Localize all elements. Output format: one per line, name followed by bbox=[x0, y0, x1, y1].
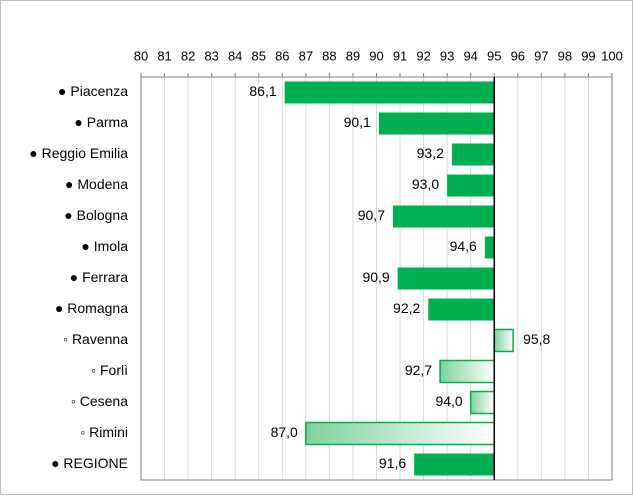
x-tick-label: 82 bbox=[181, 48, 195, 63]
x-tick-label: 94 bbox=[463, 48, 477, 63]
y-tick-label: ● Bologna bbox=[64, 207, 128, 223]
y-tick-label: ◦ Forlì bbox=[91, 362, 128, 378]
data-label: 90,1 bbox=[344, 114, 371, 130]
y-tick-label: ● Reggio Emilia bbox=[29, 145, 128, 161]
x-tick-label: 84 bbox=[228, 48, 242, 63]
x-tick-label: 99 bbox=[581, 48, 595, 63]
x-tick-label: 100 bbox=[601, 48, 623, 63]
bar bbox=[284, 81, 495, 104]
x-tick-label: 87 bbox=[299, 48, 313, 63]
data-label: 91,6 bbox=[379, 455, 406, 471]
data-label: 92,7 bbox=[405, 362, 432, 378]
bar bbox=[447, 174, 495, 197]
x-tick-label: 95 bbox=[487, 48, 501, 63]
data-label: 93,2 bbox=[417, 145, 444, 161]
data-label: 94,6 bbox=[450, 238, 477, 254]
x-tick-label: 86 bbox=[275, 48, 289, 63]
bar bbox=[493, 328, 514, 353]
x-tick-label: 85 bbox=[252, 48, 266, 63]
y-tick-label: ● Romagna bbox=[55, 300, 128, 316]
bar bbox=[428, 298, 495, 321]
bar bbox=[378, 112, 495, 135]
x-tick-label: 80 bbox=[134, 48, 148, 63]
x-tick-label: 83 bbox=[204, 48, 218, 63]
data-label: 90,7 bbox=[358, 207, 385, 223]
x-tick-label: 92 bbox=[416, 48, 430, 63]
bar bbox=[439, 359, 495, 384]
y-tick-label: ● Piacenza bbox=[58, 83, 128, 99]
x-tick-label: 97 bbox=[534, 48, 548, 63]
data-label: 95,8 bbox=[523, 331, 550, 347]
data-label: 92,2 bbox=[393, 300, 420, 316]
x-tick-label: 91 bbox=[393, 48, 407, 63]
data-label: 93,0 bbox=[412, 176, 439, 192]
y-tick-label: ● REGIONE bbox=[51, 455, 128, 471]
x-tick-label: 93 bbox=[440, 48, 454, 63]
bar bbox=[469, 390, 496, 415]
y-tick-label: ◦ Ravenna bbox=[63, 331, 128, 347]
x-tick-label: 89 bbox=[346, 48, 360, 63]
y-tick-label: ● Ferrara bbox=[70, 269, 128, 285]
y-tick-label: ● Modena bbox=[65, 176, 128, 192]
bar bbox=[414, 453, 495, 476]
x-tick-label: 96 bbox=[511, 48, 525, 63]
y-tick-label: ● Parma bbox=[74, 114, 128, 130]
data-label: 86,1 bbox=[249, 83, 276, 99]
x-tick-label: 98 bbox=[558, 48, 572, 63]
bar bbox=[397, 267, 495, 290]
x-tick-label: 81 bbox=[157, 48, 171, 63]
x-tick-label: 90 bbox=[369, 48, 383, 63]
y-tick-label: ◦ Cesena bbox=[71, 393, 128, 409]
y-tick-label: ◦ Rimini bbox=[80, 424, 128, 440]
data-label: 94,0 bbox=[435, 393, 462, 409]
bar bbox=[484, 236, 495, 259]
y-tick-label: ● Imola bbox=[81, 238, 128, 254]
x-tick-label: 88 bbox=[322, 48, 336, 63]
bar bbox=[305, 421, 495, 446]
plot-frame bbox=[140, 76, 613, 481]
data-label: 90,9 bbox=[362, 269, 389, 285]
bar bbox=[392, 205, 495, 228]
bar bbox=[451, 143, 495, 166]
data-label: 87,0 bbox=[271, 424, 298, 440]
